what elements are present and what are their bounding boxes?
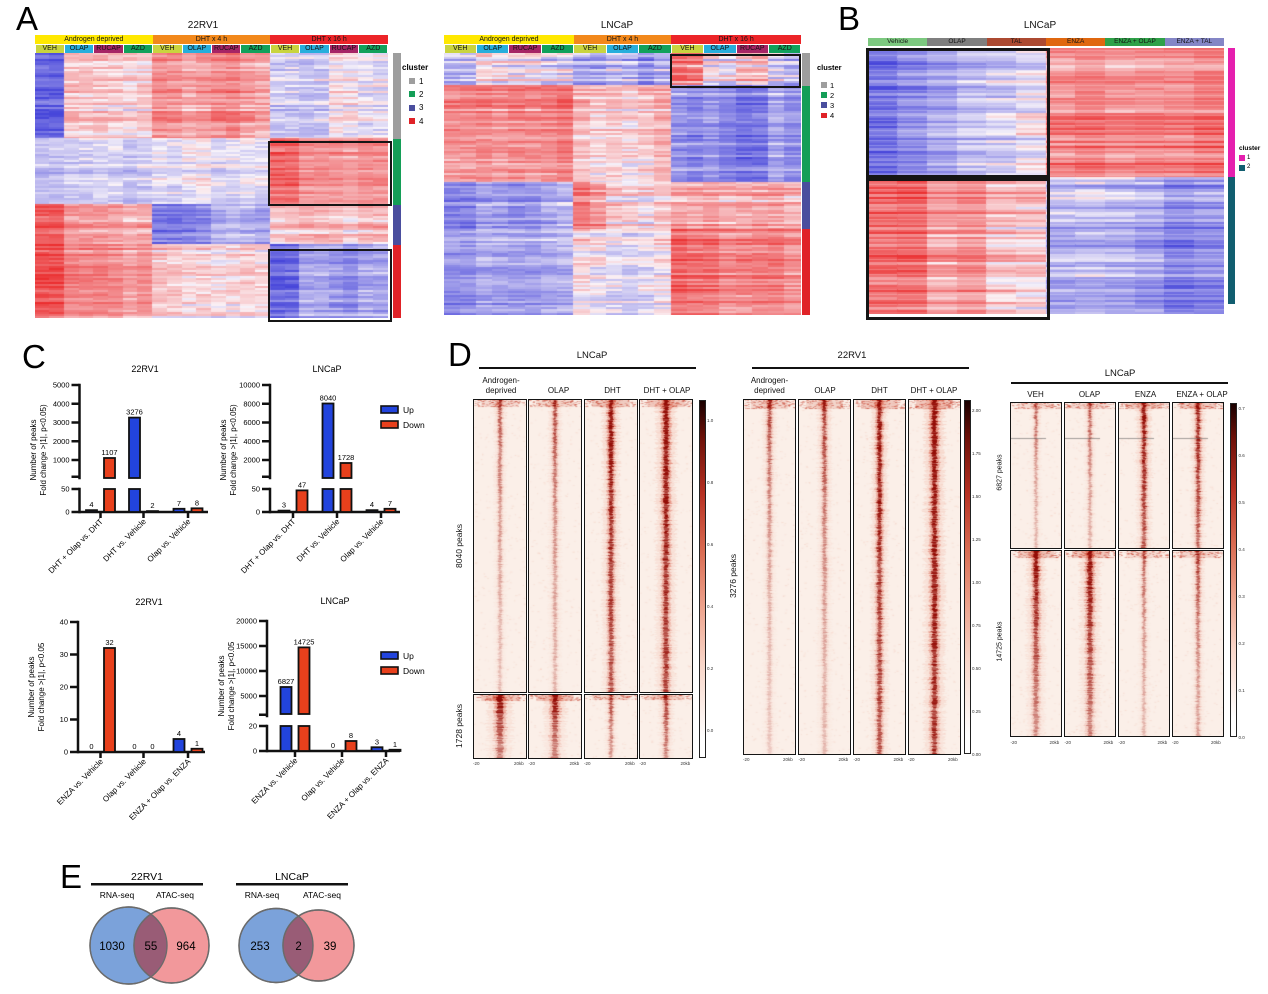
svg-text:3: 3: [282, 501, 286, 510]
svg-text:253: 253: [250, 941, 269, 953]
svg-text:6827: 6827: [278, 677, 295, 686]
svg-text:RNA-seq: RNA-seq: [245, 890, 280, 900]
svg-text:DHT vs. Vehicle: DHT vs. Vehicle: [295, 517, 342, 564]
svg-text:0: 0: [256, 508, 260, 517]
svg-text:50: 50: [61, 485, 69, 494]
svg-text:Olap vs. Vehicle: Olap vs. Vehicle: [101, 757, 148, 804]
svg-text:22RV1: 22RV1: [131, 364, 158, 374]
svg-text:2000: 2000: [53, 437, 70, 446]
svg-text:3: 3: [375, 737, 379, 746]
svg-text:4: 4: [89, 500, 93, 509]
svg-text:0: 0: [132, 742, 136, 751]
svg-text:Up: Up: [403, 405, 414, 415]
svg-text:Up: Up: [403, 651, 414, 661]
svg-text:DHT vs. Vehicle: DHT vs. Vehicle: [101, 517, 148, 564]
svg-text:ENZA vs. Vehicle: ENZA vs. Vehicle: [250, 756, 300, 806]
svg-text:30: 30: [60, 650, 68, 659]
svg-text:0: 0: [64, 748, 68, 757]
svg-text:1030: 1030: [99, 941, 125, 953]
svg-text:8000: 8000: [243, 399, 260, 408]
svg-text:LNCaP: LNCaP: [320, 596, 349, 606]
svg-text:ATAC-seq: ATAC-seq: [156, 890, 194, 900]
svg-text:Number of peaks: Number of peaks: [29, 420, 38, 481]
svg-text:2: 2: [295, 941, 301, 953]
svg-text:1728: 1728: [338, 453, 355, 462]
svg-text:15000: 15000: [236, 642, 257, 651]
svg-text:2: 2: [150, 501, 154, 510]
svg-text:1: 1: [195, 739, 199, 748]
svg-text:7: 7: [177, 499, 181, 508]
svg-text:Fold change >|1|, p<0.05): Fold change >|1|, p<0.05): [39, 404, 48, 496]
svg-text:20: 20: [249, 722, 257, 731]
svg-text:40: 40: [60, 618, 68, 627]
svg-text:Fold change >|1|, p<0.05): Fold change >|1|, p<0.05): [229, 404, 238, 496]
svg-text:0: 0: [89, 742, 93, 751]
svg-text:1000: 1000: [53, 456, 70, 465]
svg-text:2000: 2000: [243, 456, 260, 465]
svg-text:LNCaP: LNCaP: [275, 871, 309, 883]
svg-text:RNA-seq: RNA-seq: [100, 890, 135, 900]
svg-text:10000: 10000: [239, 381, 260, 390]
svg-text:4: 4: [370, 500, 374, 509]
svg-text:3276: 3276: [126, 408, 143, 417]
svg-text:0: 0: [150, 742, 154, 751]
svg-text:47: 47: [298, 480, 306, 489]
svg-text:ENZA + Olap vs. ENZA: ENZA + Olap vs. ENZA: [127, 757, 192, 822]
svg-text:Number of peaks: Number of peaks: [219, 420, 228, 481]
svg-text:Fold change >|1|, p<0.05: Fold change >|1|, p<0.05: [37, 642, 46, 731]
svg-text:ENZA vs. Vehicle: ENZA vs. Vehicle: [55, 757, 105, 807]
svg-text:3000: 3000: [53, 418, 70, 427]
svg-text:DHT + Olap vs. DHT: DHT + Olap vs. DHT: [239, 517, 297, 575]
svg-text:LNCaP: LNCaP: [312, 364, 341, 374]
svg-text:20000: 20000: [236, 617, 257, 626]
svg-text:22RV1: 22RV1: [131, 871, 163, 883]
svg-text:964: 964: [176, 941, 196, 953]
svg-text:14725: 14725: [294, 637, 315, 646]
svg-text:50: 50: [252, 485, 260, 494]
svg-text:Number of peaks: Number of peaks: [217, 656, 226, 717]
svg-text:8040: 8040: [320, 394, 337, 403]
svg-text:32: 32: [105, 638, 113, 647]
svg-text:4000: 4000: [53, 399, 70, 408]
svg-text:Number of peaks: Number of peaks: [27, 657, 36, 718]
svg-text:DHT + Olap vs. DHT: DHT + Olap vs. DHT: [47, 517, 105, 575]
svg-text:10000: 10000: [236, 667, 257, 676]
svg-text:20: 20: [60, 683, 68, 692]
svg-text:5000: 5000: [240, 692, 257, 701]
svg-text:1: 1: [393, 740, 397, 749]
svg-text:ENZA + Olap vs. ENZA: ENZA + Olap vs. ENZA: [325, 756, 390, 821]
svg-text:8: 8: [195, 498, 199, 507]
svg-text:6000: 6000: [243, 418, 260, 427]
svg-text:4000: 4000: [243, 437, 260, 446]
svg-text:39: 39: [324, 941, 337, 953]
svg-text:Olap vs. Vehicle: Olap vs. Vehicle: [145, 517, 192, 564]
svg-text:8: 8: [349, 731, 353, 740]
svg-text:55: 55: [144, 941, 157, 953]
svg-text:1107: 1107: [101, 448, 117, 457]
svg-text:Olap vs. Vehicle: Olap vs. Vehicle: [299, 756, 346, 803]
svg-text:0: 0: [331, 741, 335, 750]
svg-text:Fold change >|1|, p<0.05: Fold change >|1|, p<0.05: [227, 641, 236, 730]
svg-text:4: 4: [177, 729, 181, 738]
svg-text:Down: Down: [403, 420, 425, 430]
svg-text:0: 0: [253, 747, 257, 756]
svg-text:10: 10: [60, 715, 68, 724]
svg-text:Olap vs. Vehicle: Olap vs. Vehicle: [338, 517, 385, 564]
svg-text:Down: Down: [403, 666, 425, 676]
svg-text:ATAC-seq: ATAC-seq: [303, 890, 341, 900]
svg-text:5000: 5000: [53, 381, 70, 390]
svg-text:7: 7: [388, 499, 392, 508]
svg-text:22RV1: 22RV1: [135, 597, 162, 607]
svg-text:0: 0: [65, 508, 69, 517]
